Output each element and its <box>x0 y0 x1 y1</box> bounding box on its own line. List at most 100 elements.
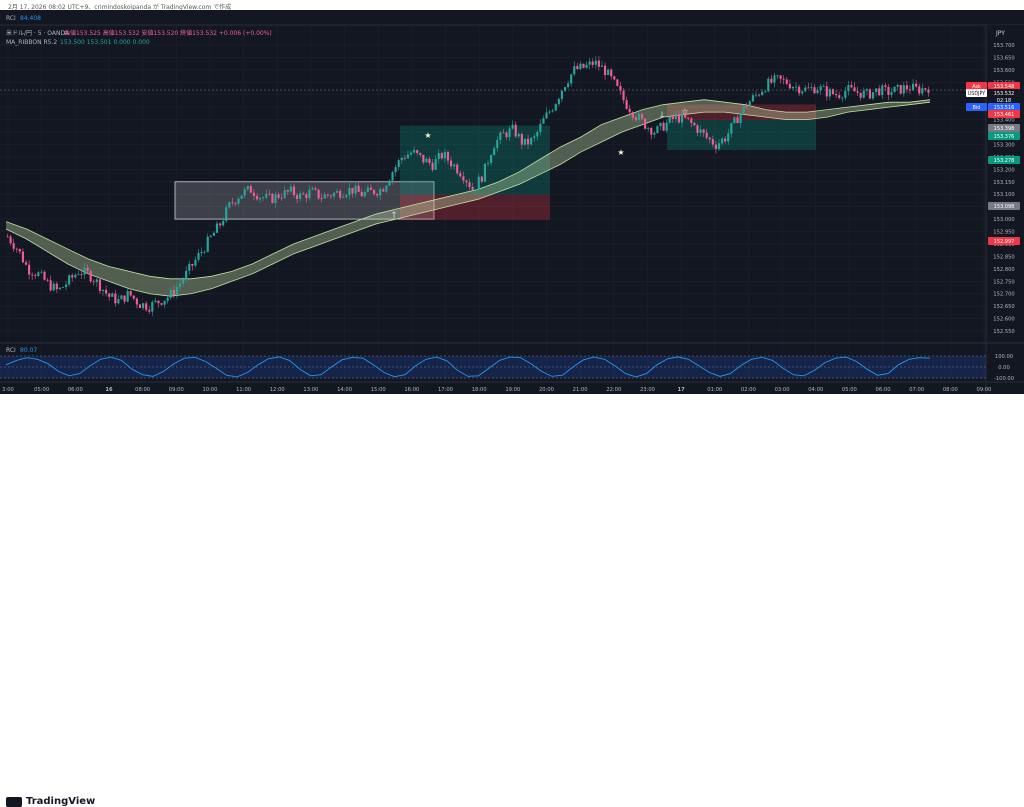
candle-body <box>868 89 872 99</box>
candle-body <box>9 236 12 244</box>
candle-body <box>28 264 31 275</box>
candle-body <box>305 194 308 199</box>
price-tag-label: Ask <box>972 84 981 90</box>
candle-body <box>804 87 807 92</box>
ma-ribbon-fill <box>6 99 930 297</box>
candle-body <box>511 124 514 129</box>
candle-body <box>523 138 527 145</box>
price-tag-value: 153.398 <box>994 126 1015 132</box>
candle-body <box>74 274 77 278</box>
candle-body <box>785 79 788 84</box>
candle-body <box>893 86 896 93</box>
candle-body <box>443 152 446 159</box>
price-axis-label: 152.950 <box>993 230 1014 236</box>
candle-body <box>597 60 600 67</box>
time-axis-label: 20:00 <box>539 387 554 393</box>
candle-body <box>807 87 810 89</box>
time-axis-label: 08:00 <box>135 387 150 393</box>
candle-body <box>610 69 613 77</box>
price-axis-label: 152.800 <box>993 267 1014 273</box>
candle-body <box>49 280 52 291</box>
candle-body <box>545 112 548 119</box>
currency-label: JPY <box>995 30 1005 37</box>
candle-body <box>650 127 653 135</box>
candle-body <box>449 160 453 167</box>
time-axis-label: 08:00 <box>943 387 958 393</box>
time-axis-label: 18:00 <box>472 387 487 393</box>
candle-body <box>847 85 850 92</box>
price-chart-svg[interactable]: RCI 84.408 ↑ ↓ ★ ★ ☆ 米ドル/円 · 5 · OANDA 始値153… <box>0 10 1024 394</box>
time-axis-label: 16 <box>105 387 113 393</box>
tradingview-logo-icon <box>6 796 22 807</box>
candle-body <box>111 293 114 297</box>
chart-frame[interactable]: RCI 84.408 ↑ ↓ ★ ★ ☆ 米ドル/円 · 5 · OANDA 始値153… <box>0 10 1024 394</box>
price-tag-value: 153.278 <box>994 158 1015 164</box>
candle-body <box>603 65 607 76</box>
candle-body <box>12 243 15 249</box>
candle-body <box>394 167 397 173</box>
candle-body <box>674 114 677 119</box>
time-axis-label: 05:00 <box>34 387 49 393</box>
candle-body <box>551 110 554 112</box>
candle-body <box>776 75 779 77</box>
candle-body <box>120 295 123 300</box>
candle-body <box>520 134 523 145</box>
candle-body <box>724 138 727 142</box>
candle-body <box>573 66 576 75</box>
candle-body <box>539 123 542 132</box>
candle-body <box>366 187 369 193</box>
candle-body <box>295 195 299 199</box>
price-axis-label: 152.850 <box>993 254 1014 260</box>
candle-body <box>607 69 610 76</box>
candle-body <box>314 188 317 190</box>
price-tag-value: 153.532 <box>994 91 1015 97</box>
app-root: 2月 17, 2026 08:02 UTC+9、crimindoskoipand… <box>0 4 1024 807</box>
price-tag <box>988 103 1020 111</box>
candle-body <box>838 95 841 98</box>
candle-body <box>567 83 570 88</box>
candle-body <box>336 191 339 193</box>
candle-body <box>816 90 819 94</box>
main-pane[interactable]: ↑ ↓ ★ ★ ☆ <box>0 25 986 382</box>
candle-body <box>428 158 431 163</box>
grid-lines <box>0 25 986 382</box>
candle-body <box>508 128 511 138</box>
candle-body <box>791 86 795 89</box>
candle-body <box>126 290 129 302</box>
candle-body <box>182 279 185 284</box>
candle-body <box>68 275 71 285</box>
candle-body <box>677 114 681 123</box>
price-axis[interactable] <box>986 25 1024 343</box>
candle-body <box>736 117 739 124</box>
candle-body <box>902 85 905 94</box>
candle-body <box>733 117 736 124</box>
time-axis[interactable]: 3:00 05:00 06:00 16 08:00 09:00 10:00 11:00 12:0… <box>2 387 991 393</box>
price-axis-label: 153.700 <box>993 43 1014 49</box>
time-axis-label: 05:00 <box>842 387 857 393</box>
candle-body <box>680 113 684 123</box>
arrow-marker-icon: ↑ <box>390 211 398 221</box>
candle-body <box>705 132 708 138</box>
rci-pane[interactable]: 100.00 0.00 -100.00 <box>0 354 1014 382</box>
candle-body <box>231 202 234 204</box>
candle-body <box>369 187 373 190</box>
candle-body <box>409 152 413 155</box>
candle-body <box>40 271 43 273</box>
candle-body <box>918 86 921 94</box>
brand-bar: TradingView <box>0 394 1024 807</box>
candle-body <box>619 85 622 91</box>
candle-body <box>757 94 761 96</box>
candle-body <box>825 86 828 97</box>
candle-body <box>148 309 151 312</box>
profit-box <box>400 125 550 195</box>
candle-body <box>459 173 462 177</box>
candle-body <box>915 83 918 87</box>
candle-body <box>794 86 798 88</box>
candle-body <box>853 87 856 92</box>
candle-body <box>554 104 557 111</box>
arrow-marker-icon: ↓ <box>658 111 666 121</box>
candle-body <box>228 202 231 208</box>
candle-body <box>899 84 902 94</box>
tradingview-brand: TradingView <box>6 796 95 807</box>
candle-body <box>200 251 203 254</box>
